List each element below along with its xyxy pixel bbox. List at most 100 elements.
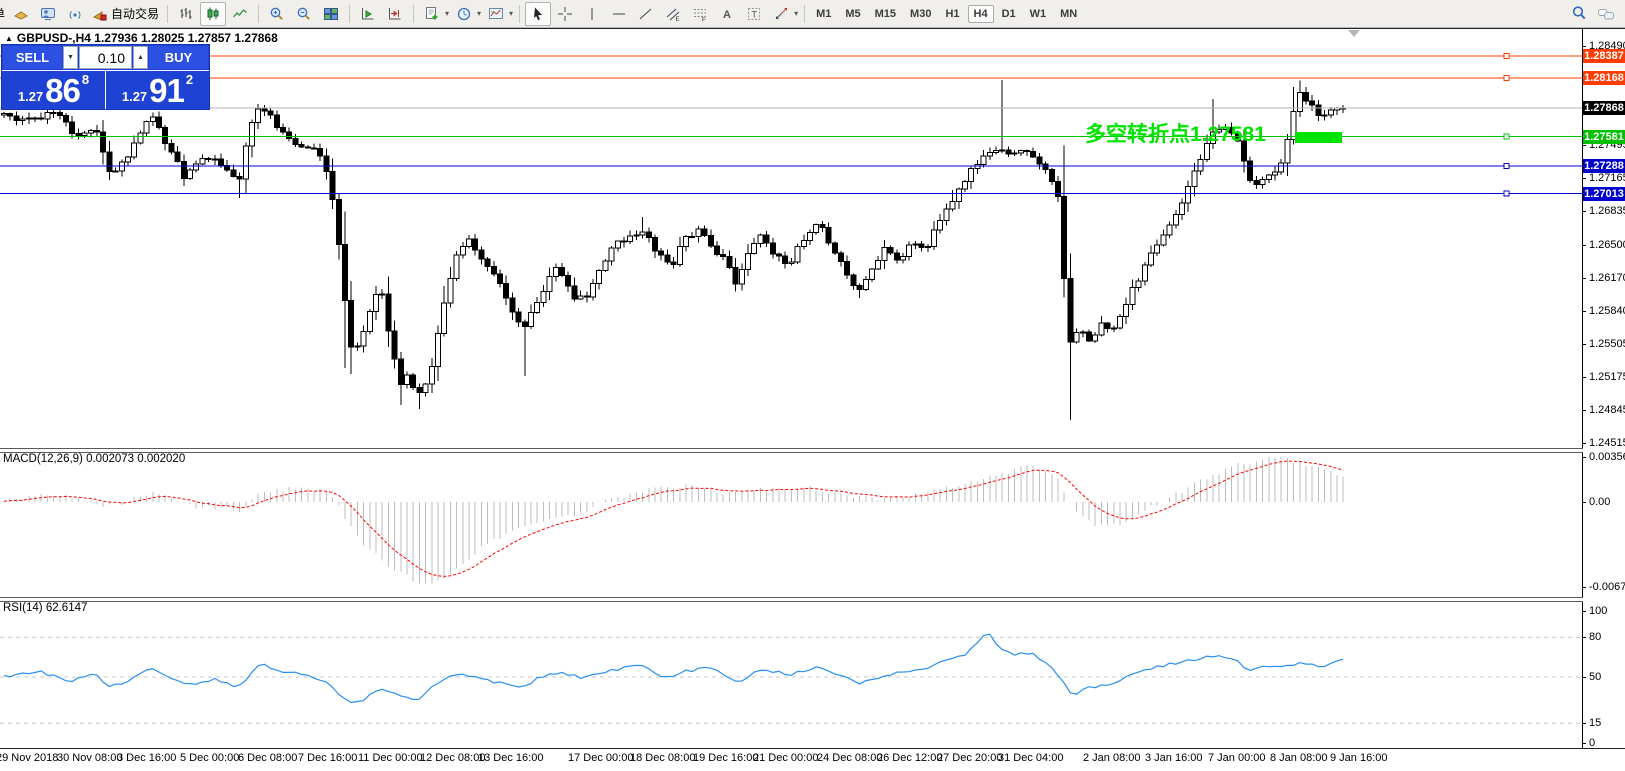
chat-icon[interactable] xyxy=(1593,2,1619,26)
arrows-dropdown[interactable]: ▾ xyxy=(794,9,799,18)
chart-shift-icon[interactable] xyxy=(382,2,408,26)
axis-tick-mark xyxy=(1582,310,1586,312)
autotrade-button[interactable]: 自动交易 xyxy=(89,3,162,25)
date-axis[interactable]: 29 Nov 2018 30 Nov 08:00 3 Dec 16:00 5 Dec … xyxy=(0,749,1625,771)
candle xyxy=(286,131,293,139)
axis-tick-mark xyxy=(1582,611,1586,612)
candle xyxy=(844,260,851,276)
template-dropdown[interactable]: ▾ xyxy=(509,9,514,18)
macd-pane[interactable] xyxy=(0,452,1582,597)
candle xyxy=(546,276,553,293)
candle xyxy=(552,266,559,278)
candle xyxy=(658,250,665,256)
text-tool-icon[interactable]: A xyxy=(714,2,740,26)
candle xyxy=(621,240,627,243)
pivot-annotation-text[interactable]: 多空转折点1.27581 xyxy=(1085,123,1266,146)
candle xyxy=(7,112,14,117)
candle xyxy=(726,256,733,268)
timeframe-M30[interactable]: M30 xyxy=(910,7,932,20)
candle xyxy=(218,158,224,167)
candle xyxy=(509,297,516,313)
candlestick-chart-icon[interactable] xyxy=(200,1,227,26)
collapse-triangle-icon[interactable]: ▲ xyxy=(5,34,13,43)
timeframe-M1[interactable]: M1 xyxy=(816,7,832,20)
crosshair-icon[interactable] xyxy=(552,2,578,26)
line-chart-icon[interactable] xyxy=(227,2,253,26)
price-pane[interactable] xyxy=(0,29,1582,448)
timeframe-H4[interactable]: H4 xyxy=(967,4,994,23)
candle xyxy=(94,129,100,133)
candle xyxy=(81,132,88,137)
timeframe-D1[interactable]: D1 xyxy=(1001,7,1016,20)
candle xyxy=(329,170,336,201)
price-axis[interactable]: 1.28490 1.27495 1.27165 1.26835 1.26500 1.261… xyxy=(1582,29,1625,749)
auto-scroll-icon[interactable] xyxy=(355,2,381,26)
candle xyxy=(1061,196,1068,279)
axis-tick-mark xyxy=(1582,587,1586,589)
volume-increase-button[interactable]: ▲ xyxy=(133,46,148,69)
horizontal-line-tool-icon[interactable] xyxy=(606,2,632,26)
timeframe-M5[interactable]: M5 xyxy=(845,7,861,20)
level-price-badge: 1.28387 xyxy=(1583,49,1625,64)
sell-price[interactable]: 1.27 86 8 xyxy=(2,70,105,109)
pivot-highlight-rectangle[interactable] xyxy=(1295,132,1342,143)
cursor-icon[interactable] xyxy=(525,1,552,26)
candle xyxy=(311,147,317,150)
timeframe-MN[interactable]: MN xyxy=(1060,7,1078,20)
candle xyxy=(540,291,547,303)
vertical-line-tool-icon[interactable] xyxy=(579,2,605,26)
candle xyxy=(986,151,993,157)
candle xyxy=(441,302,448,334)
new-order-button[interactable]: 单 xyxy=(0,5,7,22)
text-label-tool-icon[interactable]: T xyxy=(741,2,767,26)
fibonacci-tool-icon[interactable]: F xyxy=(687,2,713,26)
candle xyxy=(1117,315,1123,329)
candle xyxy=(162,127,169,144)
add-indicator-icon[interactable] xyxy=(419,2,445,26)
candle xyxy=(701,228,708,236)
zoom-in-icon[interactable] xyxy=(264,2,290,26)
pane-separator-rsi[interactable] xyxy=(0,597,1625,602)
zoom-out-icon[interactable] xyxy=(291,2,317,26)
timeframe-M15[interactable]: M15 xyxy=(874,7,897,20)
periods-icon[interactable] xyxy=(451,2,477,26)
candle xyxy=(50,111,57,114)
signal-icon[interactable] xyxy=(62,2,88,26)
template-icon[interactable] xyxy=(483,2,509,26)
timeframe-H1[interactable]: H1 xyxy=(945,7,960,20)
macd-axis-tick: 0.003565 xyxy=(1589,450,1625,463)
candle xyxy=(670,261,677,265)
tile-windows-icon[interactable] xyxy=(318,2,344,26)
volume-input[interactable]: 0.10 xyxy=(79,46,132,69)
search-icon[interactable] xyxy=(1566,2,1592,26)
channel-tool-icon[interactable]: E xyxy=(660,2,686,26)
volume-decrease-button[interactable]: ▼ xyxy=(63,46,78,69)
axis-tick-mark xyxy=(1582,178,1586,180)
toolbar-separator xyxy=(258,4,260,23)
candle xyxy=(249,121,255,147)
arrows-tool-icon[interactable] xyxy=(768,2,794,26)
terminal-icon[interactable] xyxy=(35,2,61,26)
candle xyxy=(1129,286,1136,306)
trendline-tool-icon[interactable] xyxy=(633,2,659,26)
periods-dropdown[interactable]: ▾ xyxy=(477,9,482,18)
buy-price[interactable]: 1.27 91 2 xyxy=(105,70,209,109)
candle xyxy=(211,158,218,161)
candle xyxy=(838,252,844,262)
pane-separator-macd[interactable] xyxy=(0,448,1625,453)
gold-bar-icon[interactable] xyxy=(8,2,34,26)
candle xyxy=(1079,331,1086,334)
candle xyxy=(317,147,324,157)
chart-shift-marker[interactable] xyxy=(1348,30,1360,37)
bar-chart-icon[interactable] xyxy=(173,2,199,26)
buy-button[interactable]: BUY xyxy=(149,46,208,69)
toolbar-separator xyxy=(413,4,415,23)
rsi-pane[interactable] xyxy=(0,601,1582,748)
add-indicator-dropdown[interactable]: ▾ xyxy=(445,9,450,18)
candle xyxy=(645,231,652,239)
candle xyxy=(156,116,162,129)
sell-button[interactable]: SELL xyxy=(3,46,62,69)
chart-title: ▲ GBPUSD-,H4 1.27936 1.28025 1.27857 1.27… xyxy=(5,31,278,45)
timeframe-W1[interactable]: W1 xyxy=(1029,7,1047,20)
svg-text:A: A xyxy=(723,9,731,21)
